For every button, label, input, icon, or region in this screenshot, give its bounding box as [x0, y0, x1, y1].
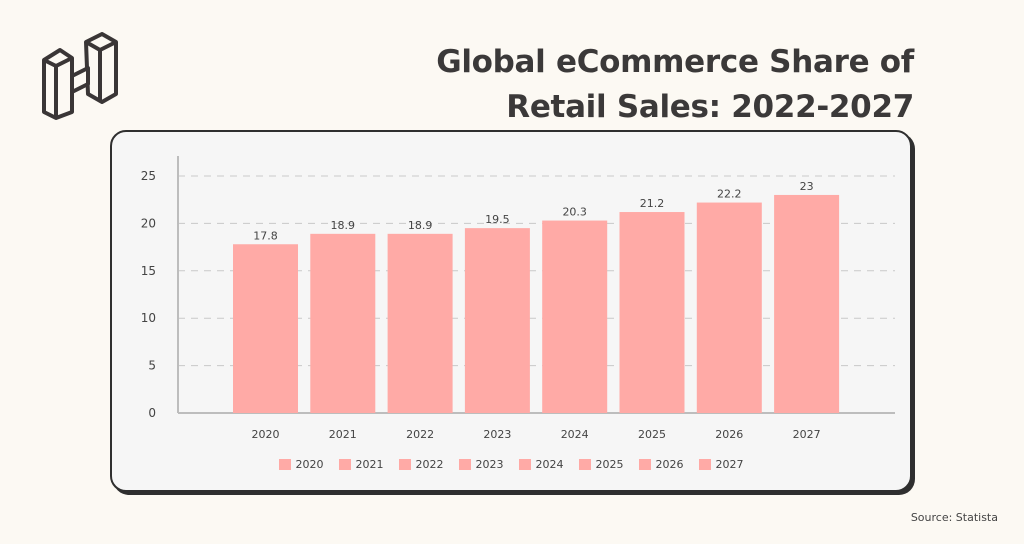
legend-swatch	[578, 459, 591, 470]
legend-item[interactable]: 2023	[458, 458, 504, 471]
bar-2027	[774, 194, 840, 413]
legend-item[interactable]: 2025	[578, 458, 624, 471]
legend-label: 2025	[595, 458, 624, 471]
data-label: 18.9	[331, 219, 356, 232]
x-tick-label: 2022	[406, 428, 434, 441]
x-tick-label: 2020	[252, 428, 280, 441]
y-tick-label: 20	[141, 216, 156, 230]
y-tick-label: 10	[141, 311, 156, 325]
bar-2021	[310, 233, 376, 413]
bar-2020	[233, 244, 298, 413]
data-label: 23	[800, 180, 814, 193]
legend-swatch	[518, 459, 531, 470]
legend-item[interactable]: 2021	[338, 458, 384, 471]
data-label: 20.3	[562, 206, 587, 219]
x-tick-label: 2024	[561, 428, 589, 441]
bar-chart: 051015202517.8202018.9202118.9202219.520…	[141, 156, 895, 441]
legend-label: 2023	[475, 458, 504, 471]
x-tick-label: 2023	[483, 428, 511, 441]
legend-swatch	[338, 459, 351, 470]
legend-label: 2027	[715, 458, 744, 471]
legend-swatch	[278, 459, 291, 470]
y-tick-label: 5	[148, 359, 156, 373]
legend-label: 2022	[415, 458, 444, 471]
y-tick-label: 15	[141, 264, 156, 278]
source-note: Source: Statista	[910, 511, 998, 524]
bar-2026	[696, 202, 762, 413]
page-title: Global eCommerce Share of Retail Sales: …	[436, 40, 914, 130]
legend-swatch	[698, 459, 711, 470]
bar-2025	[619, 212, 685, 413]
data-label: 22.2	[717, 188, 742, 201]
y-tick-label: 25	[141, 169, 156, 183]
bar-2022	[387, 233, 453, 413]
data-label: 17.8	[253, 229, 278, 242]
y-tick-label: 0	[148, 406, 156, 420]
legend-item[interactable]: 2026	[638, 458, 684, 471]
brand-logo-icon	[42, 32, 118, 120]
bar-2023	[464, 228, 530, 413]
x-tick-label: 2026	[715, 428, 743, 441]
legend-swatch	[458, 459, 471, 470]
legend-label: 2024	[535, 458, 564, 471]
legend-item[interactable]: 2027	[698, 458, 744, 471]
bar-2024	[542, 220, 608, 413]
title-line-2: Retail Sales: 2022-2027	[506, 89, 914, 125]
legend-swatch	[398, 459, 411, 470]
legend-label: 2026	[655, 458, 684, 471]
legend-swatch	[638, 459, 651, 470]
legend-item[interactable]: 2020	[278, 458, 324, 471]
legend-item[interactable]: 2022	[398, 458, 444, 471]
legend-label: 2021	[355, 458, 384, 471]
data-label: 18.9	[408, 219, 433, 232]
x-tick-label: 2025	[638, 428, 666, 441]
x-tick-label: 2027	[793, 428, 821, 441]
legend-label: 2020	[295, 458, 324, 471]
title-line-1: Global eCommerce Share of	[436, 44, 914, 80]
legend-item[interactable]: 2024	[518, 458, 564, 471]
data-label: 21.2	[640, 197, 665, 210]
data-label: 19.5	[485, 213, 510, 226]
chart-card: 0 5 10 15 20 25 17.8 2020 18.9 2021 18.9 2022 19.5 20…	[110, 130, 912, 492]
chart-legend: 2020 2021 2022 2023 2024 2025 2026 2027	[112, 458, 910, 471]
x-tick-label: 2021	[329, 428, 357, 441]
